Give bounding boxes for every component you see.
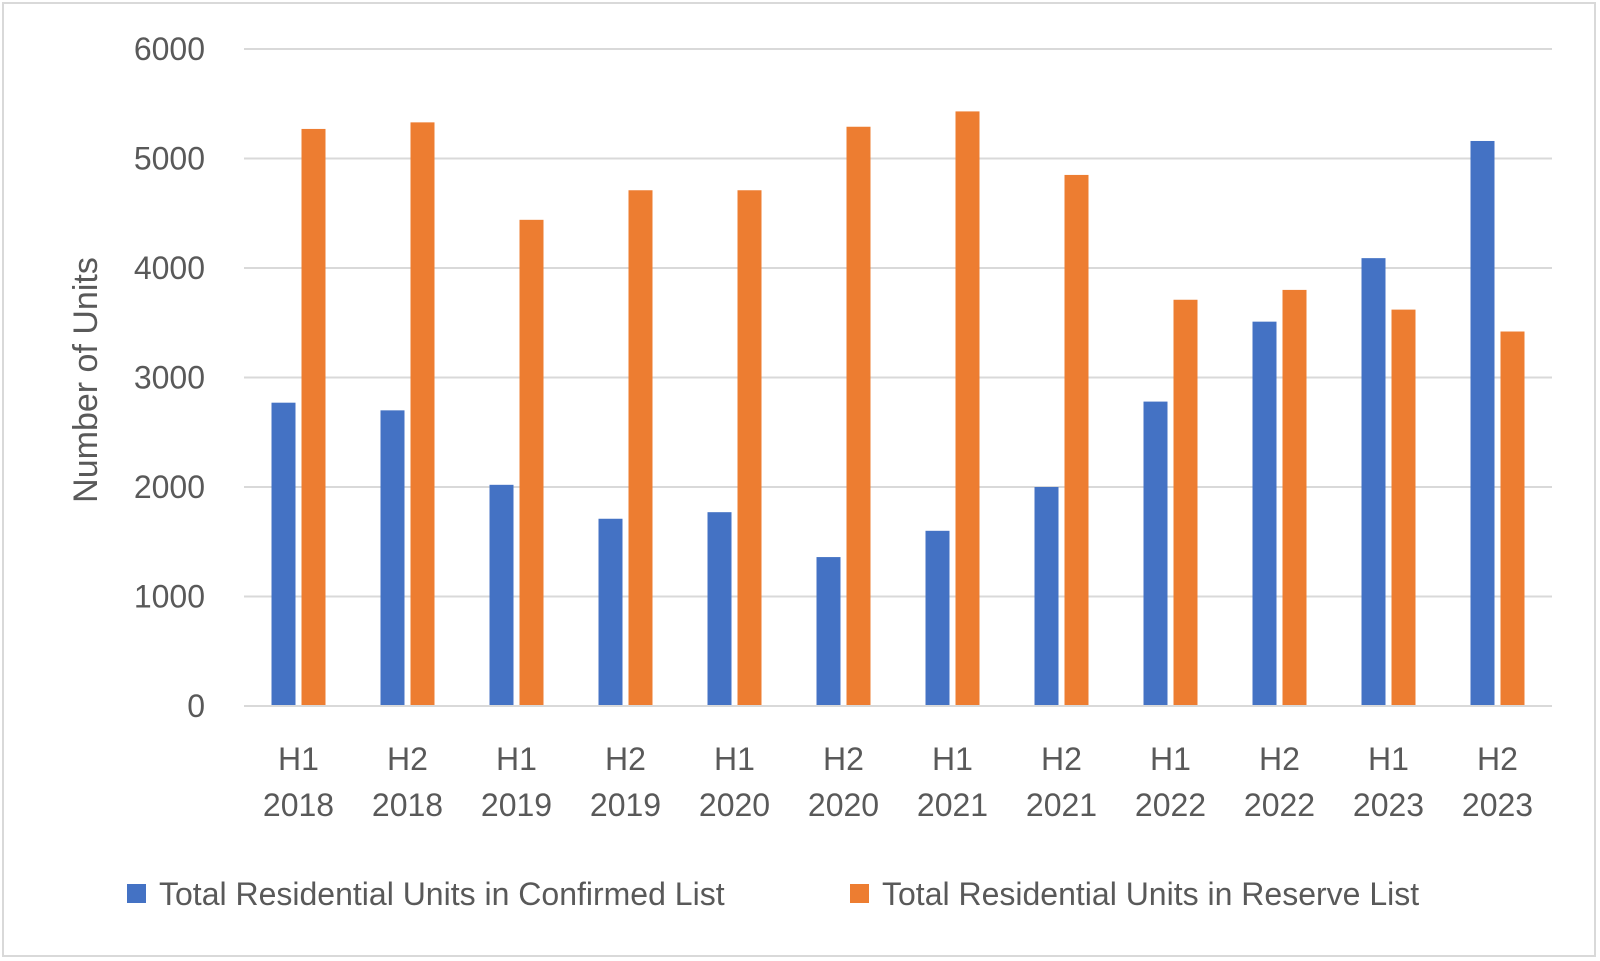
bar-reserve	[1391, 309, 1416, 706]
x-tick-label: 2022	[1135, 787, 1206, 823]
legend: Total Residential Units in Confirmed Lis…	[127, 876, 1419, 912]
y-axis-tick-labels: 0 1000 2000 3000 4000 5000 6000	[134, 31, 205, 724]
y-tick-label: 5000	[134, 141, 205, 177]
bar-reserve	[1500, 331, 1525, 706]
x-tick-label: 2021	[917, 787, 988, 823]
x-tick-label: 2023	[1462, 787, 1533, 823]
y-tick-label: 3000	[134, 360, 205, 396]
bar-confirmed	[1361, 258, 1386, 706]
x-tick-label: H1	[714, 741, 755, 777]
bar-reserve	[1173, 299, 1198, 706]
bar-confirmed	[1034, 487, 1059, 706]
x-tick-label: 2020	[808, 787, 879, 823]
gridlines	[244, 48, 1552, 598]
bar-reserve	[1064, 174, 1089, 707]
bar-confirmed	[707, 512, 732, 706]
x-tick-label: 2021	[1026, 787, 1097, 823]
x-tick-label: H2	[387, 741, 428, 777]
x-tick-label: 2018	[372, 787, 443, 823]
x-tick-label: H1	[496, 741, 537, 777]
x-tick-label: H1	[1368, 741, 1409, 777]
bar-confirmed	[380, 410, 405, 706]
legend-swatch	[850, 884, 869, 903]
y-tick-label: 6000	[134, 31, 205, 67]
x-tick-label: 2022	[1244, 787, 1315, 823]
y-tick-label: 2000	[134, 469, 205, 505]
x-tick-label: 2023	[1353, 787, 1424, 823]
y-tick-label: 1000	[134, 579, 205, 615]
bar-confirmed	[816, 557, 841, 706]
x-tick-label: 2019	[590, 787, 661, 823]
bar-confirmed	[598, 518, 623, 706]
bars	[271, 111, 1525, 707]
bar-reserve	[737, 190, 762, 706]
x-tick-label: H2	[1477, 741, 1518, 777]
x-tick-label: H1	[1150, 741, 1191, 777]
bar-confirmed	[1470, 140, 1495, 707]
bar-reserve	[519, 219, 544, 706]
x-tick-label: 2019	[481, 787, 552, 823]
bar-reserve	[1282, 289, 1307, 706]
x-tick-label: H2	[823, 741, 864, 777]
x-tick-label: H2	[605, 741, 646, 777]
y-axis-title: Number of Units	[67, 257, 105, 503]
x-tick-label: H2	[1041, 741, 1082, 777]
legend-label: Total Residential Units in Reserve List	[882, 876, 1419, 912]
bar-reserve	[846, 126, 871, 707]
bar-confirmed	[925, 530, 950, 706]
x-tick-label: H2	[1259, 741, 1300, 777]
x-tick-label: H1	[932, 741, 973, 777]
bar-reserve	[955, 111, 980, 707]
bar-confirmed	[271, 402, 296, 706]
y-tick-label: 0	[187, 688, 205, 724]
x-tick-label: 2018	[263, 787, 334, 823]
bar-reserve	[410, 122, 435, 707]
bar-reserve	[628, 190, 653, 706]
bar-reserve	[301, 128, 326, 706]
y-tick-label: 4000	[134, 250, 205, 286]
bar-confirmed	[1252, 321, 1277, 706]
legend-label: Total Residential Units in Confirmed Lis…	[159, 876, 725, 912]
bar-confirmed	[1143, 401, 1168, 706]
bar-confirmed	[489, 484, 514, 706]
x-axis-tick-labels: H1 2018 H2 2018 H1 2019 H2 2019 H1 2020 H2 2020 H1 20…	[263, 741, 1533, 823]
legend-swatch	[127, 884, 146, 903]
x-tick-label: H1	[278, 741, 319, 777]
x-tick-label: 2020	[699, 787, 770, 823]
